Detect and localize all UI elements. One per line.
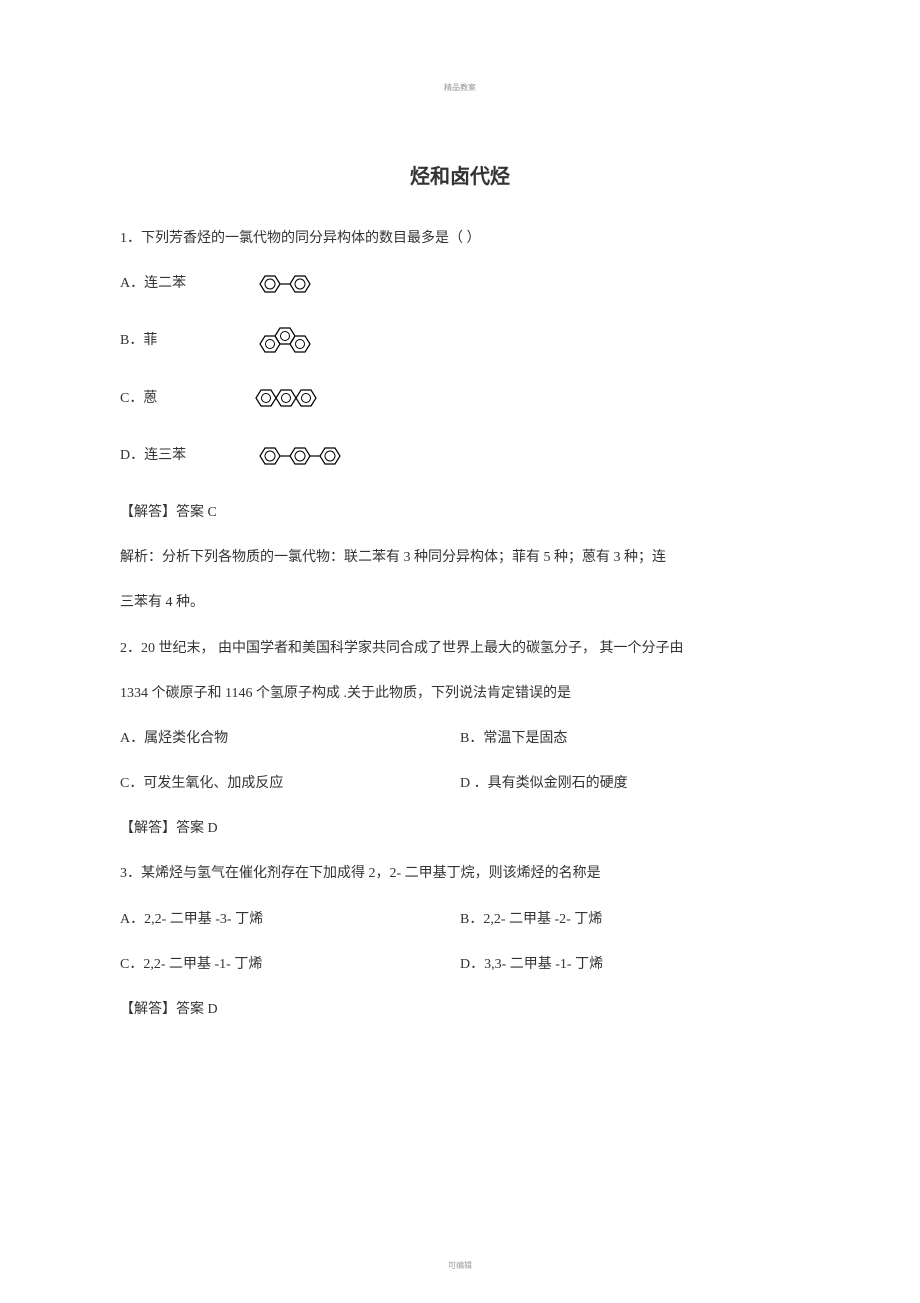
q1-optB-label: B．菲 bbox=[120, 321, 250, 360]
anthracene-icon bbox=[250, 379, 332, 418]
q3-optC: C．2,2- 二甲基 -1- 丁烯 bbox=[120, 945, 460, 984]
q1-answer: 【解答】答案 C bbox=[120, 493, 800, 532]
footer-watermark: 可编辑 bbox=[448, 1260, 472, 1271]
q3-optA: A．2,2- 二甲基 -3- 丁烯 bbox=[120, 900, 460, 939]
q2-optA: A．属烃类化合物 bbox=[120, 719, 460, 758]
biphenyl-icon bbox=[250, 264, 330, 303]
q2-row-ab: A．属烃类化合物 B．常温下是固态 bbox=[120, 719, 800, 758]
q2-stem-1: 2．20 世纪末， 由中国学者和美国科学家共同合成了世界上最大的碳氢分子， 其一… bbox=[120, 629, 800, 668]
q3-optD: D．3,3- 二甲基 -1- 丁烯 bbox=[460, 945, 800, 984]
q1-option-c: C．蒽 bbox=[120, 379, 800, 418]
q3-row-cd: C．2,2- 二甲基 -1- 丁烯 D．3,3- 二甲基 -1- 丁烯 bbox=[120, 945, 800, 984]
header-watermark: 精品教案 bbox=[444, 82, 476, 93]
page-title: 烃和卤代烃 bbox=[120, 160, 800, 189]
terphenyl-icon bbox=[250, 436, 370, 475]
q1-explain-2: 三苯有 4 种。 bbox=[120, 583, 800, 622]
q1-optC-label: C．蒽 bbox=[120, 379, 250, 418]
q1-optA-label: A．连二苯 bbox=[120, 264, 250, 303]
q1-explain-1: 解析：分析下列各物质的一氯代物：联二苯有 3 种同分异构体；菲有 5 种；蒽有 … bbox=[120, 538, 800, 577]
q1-option-a: A．连二苯 bbox=[120, 264, 800, 303]
q1-stem: 1．下列芳香烃的一氯代物的同分异构体的数目最多是（ ） bbox=[120, 219, 800, 258]
q1-optD-label: D．连三苯 bbox=[120, 436, 250, 475]
q2-optC: C．可发生氧化、加成反应 bbox=[120, 764, 460, 803]
q2-optD: D ．具有类似金刚石的硬度 bbox=[460, 764, 800, 803]
q3-stem: 3．某烯烃与氢气在催化剂存在下加成得 2，2- 二甲基丁烷，则该烯烃的名称是 bbox=[120, 854, 800, 893]
q1-option-d: D．连三苯 bbox=[120, 436, 800, 475]
q2-row-cd: C．可发生氧化、加成反应 D ．具有类似金刚石的硬度 bbox=[120, 764, 800, 803]
document-body: 1．下列芳香烃的一氯代物的同分异构体的数目最多是（ ） A．连二苯 B．菲 bbox=[120, 219, 800, 1029]
q3-row-ab: A．2,2- 二甲基 -3- 丁烯 B．2,2- 二甲基 -2- 丁烯 bbox=[120, 900, 800, 939]
q2-stem-2: 1334 个碳原子和 1146 个氢原子构成 .关于此物质，下列说法肯定错误的是 bbox=[120, 674, 800, 713]
q3-optB: B．2,2- 二甲基 -2- 丁烯 bbox=[460, 900, 800, 939]
phenanthrene-icon bbox=[250, 321, 330, 360]
q2-answer: 【解答】答案 D bbox=[120, 809, 800, 848]
q2-optB: B．常温下是固态 bbox=[460, 719, 800, 758]
q3-answer: 【解答】答案 D bbox=[120, 990, 800, 1029]
q1-option-b: B．菲 bbox=[120, 321, 800, 360]
